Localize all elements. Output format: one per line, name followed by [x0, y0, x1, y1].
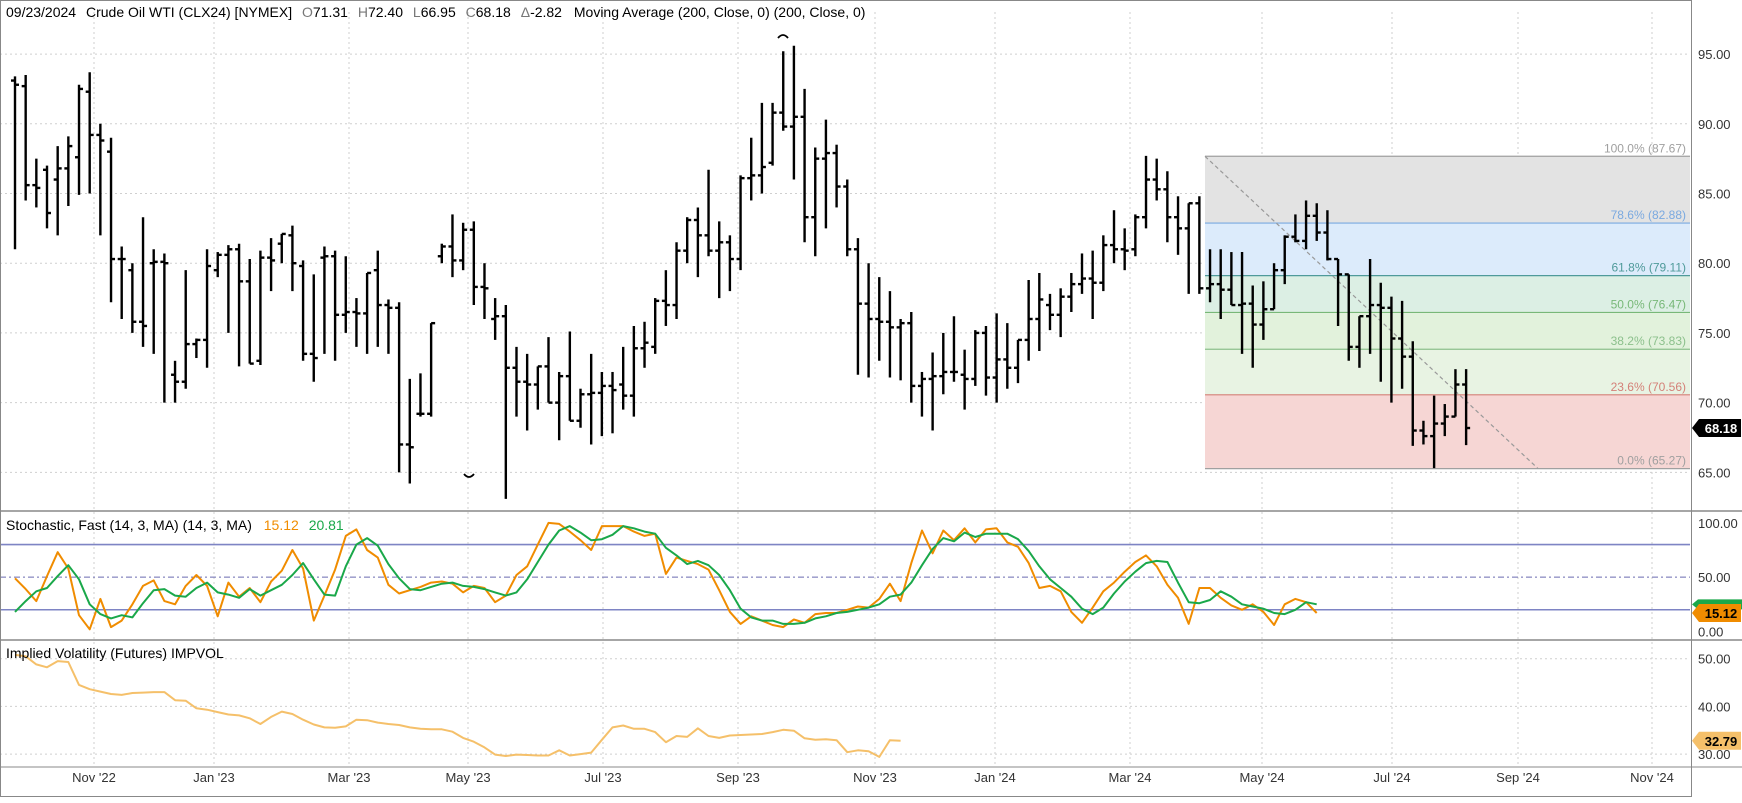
header-change-value: -2.82: [530, 4, 562, 20]
x-tick-label: Jul '23: [584, 770, 621, 785]
header-open-label: O: [302, 4, 313, 20]
x-tick-label: Sep '23: [716, 770, 760, 785]
stochastic-d-value: 20.81: [309, 517, 344, 533]
price-y-tick-label: 80.00: [1698, 256, 1731, 271]
x-tick-label: May '24: [1239, 770, 1284, 785]
price-y-tick-label: 90.00: [1698, 117, 1731, 132]
header-change-label: Δ: [521, 4, 530, 20]
stochastic-k-badge: [1692, 604, 1741, 623]
header-low-value: 66.95: [421, 4, 456, 20]
stochastic-header: Stochastic, Fast (14, 3, MA) (14, 3, MA)…: [6, 517, 344, 533]
stochastic-y-tick-label: 50.00: [1698, 570, 1731, 585]
x-tick-label: Nov '24: [1630, 770, 1674, 785]
fib-band: [1205, 394, 1690, 469]
x-tick-label: Mar '24: [1109, 770, 1152, 785]
x-tick-label: Nov '23: [853, 770, 897, 785]
price-y-tick-label: 70.00: [1698, 396, 1731, 411]
fib-level-label: 100.0% (87.67): [1604, 141, 1686, 155]
fib-band: [1205, 349, 1690, 395]
header-symbol: Crude Oil WTI (CLX24) [NYMEX]: [86, 4, 292, 20]
stochastic-d-line: [14, 525, 1317, 625]
stochastic-k-line: [14, 521, 1318, 631]
impvol-y-tick-label: 50.00: [1698, 652, 1731, 667]
header-close-label: C: [466, 4, 476, 20]
impvol-line: [14, 653, 901, 758]
price-y-tick-label: 65.00: [1698, 465, 1731, 480]
header-close-value: 68.18: [476, 4, 511, 20]
header-high-label: H: [358, 4, 368, 20]
x-tick-label: Jul '24: [1373, 770, 1410, 785]
fib-level-label: 38.2% (73.83): [1611, 334, 1686, 348]
fib-trend-line: [1204, 155, 1539, 470]
stochastic-title: Stochastic, Fast (14, 3, MA) (14, 3, MA): [6, 517, 252, 533]
stochastic-y-tick-label: 100.00: [1698, 516, 1738, 531]
price-header: 09/23/2024 Crude Oil WTI (CLX24) [NYMEX]…: [6, 4, 865, 20]
fib-level-label: 78.6% (82.88): [1611, 208, 1686, 222]
fib-level-label: 0.0% (65.27): [1617, 454, 1686, 468]
impvol-badge-label: 32.79: [1705, 734, 1738, 749]
x-tick-label: Jan '23: [193, 770, 235, 785]
x-tick-label: May '23: [445, 770, 490, 785]
fib-level-label: 61.8% (79.11): [1612, 261, 1687, 275]
last-price-badge: [1692, 419, 1741, 438]
fib-level-label: 23.6% (70.56): [1611, 380, 1686, 394]
x-tick-label: Sep '24: [1496, 770, 1540, 785]
x-tick-label: Mar '23: [328, 770, 371, 785]
swing-low-marker: [463, 473, 475, 478]
header-open-value: 71.31: [313, 4, 348, 20]
header-study: Moving Average (200, Close, 0) (200, Clo…: [574, 4, 866, 20]
header-date: 09/23/2024: [6, 4, 76, 20]
x-tick-label: Nov '22: [72, 770, 116, 785]
fib-level-label: 50.0% (76.47): [1611, 297, 1686, 311]
chart-border: [0, 0, 1692, 797]
swing-high-marker: [777, 34, 789, 39]
header-high-value: 72.40: [368, 4, 403, 20]
last-price-label: 68.18: [1705, 421, 1738, 436]
implied-volatility-panel: [14, 653, 901, 758]
x-tick-label: Jan '24: [974, 770, 1016, 785]
impvol-badge: [1692, 731, 1741, 750]
price-y-tick-label: 85.00: [1698, 186, 1731, 201]
header-low-label: L: [413, 4, 421, 20]
price-y-tick-label: 95.00: [1698, 47, 1731, 62]
impvol-header: Implied Volatility (Futures) IMPVOL: [6, 645, 224, 661]
fib-band: [1205, 156, 1690, 224]
fibonacci-retracement[interactable]: 100.0% (87.67) 78.6% (82.88) 61.8% (79.11)…: [1204, 141, 1690, 470]
impvol-y-tick-label: 30.00: [1698, 747, 1731, 762]
stochastic-k-value: 15.12: [264, 517, 299, 533]
stochastic-k-badge-label: 15.12: [1705, 606, 1738, 621]
stochastic-y-tick-label: 0.00: [1698, 624, 1723, 639]
price-y-tick-label: 75.00: [1698, 326, 1731, 341]
stochastic-panel: [0, 521, 1690, 631]
fib-band: [1205, 312, 1690, 350]
impvol-y-tick-label: 40.00: [1698, 699, 1731, 714]
price-bars: [11, 34, 1471, 499]
